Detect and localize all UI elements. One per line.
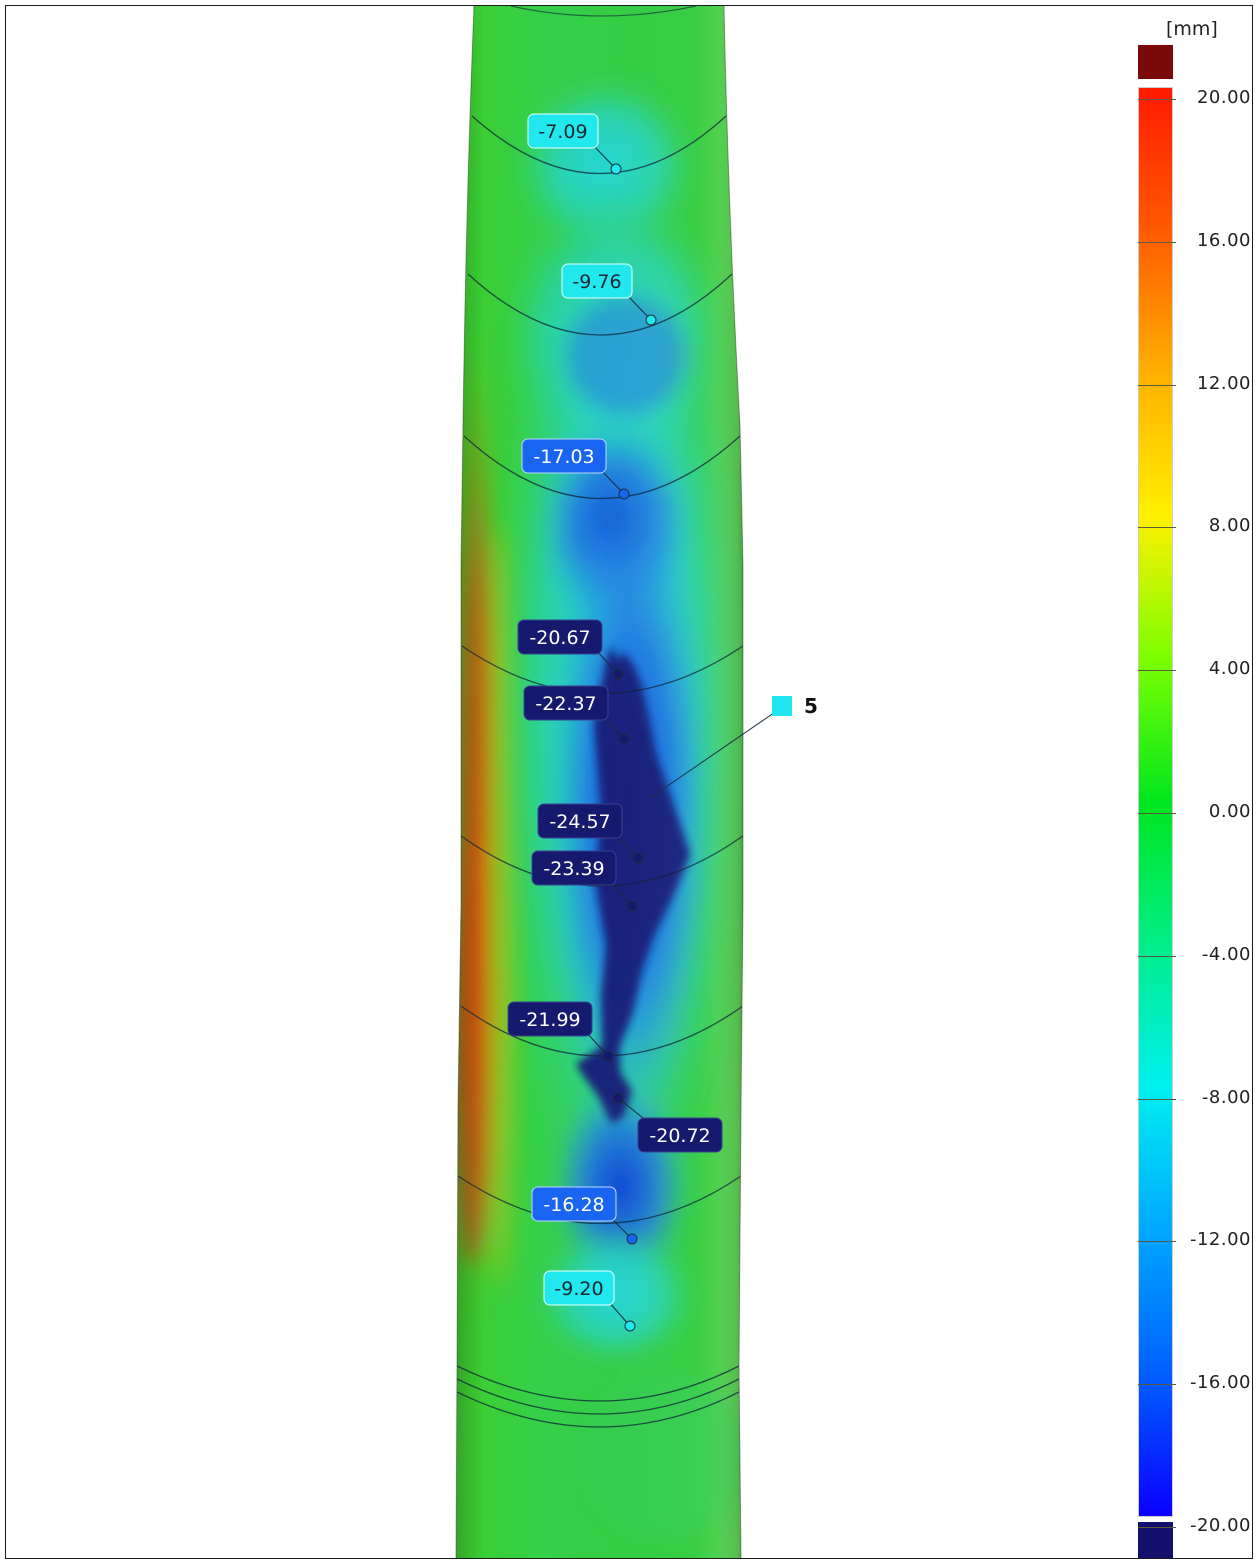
- legend-tick-mark: [1138, 241, 1176, 243]
- callout-box: [527, 113, 599, 149]
- measurement-point[interactable]: [624, 1320, 636, 1332]
- legend-tick-mark: [1138, 1241, 1176, 1243]
- measurement-callout[interactable]: -22.37: [523, 685, 630, 745]
- group-marker-swatch: [772, 696, 792, 716]
- legend-max-swatch: [1138, 45, 1173, 79]
- callout-value: -24.57: [549, 811, 610, 833]
- measurement-point[interactable]: [626, 1233, 638, 1245]
- callout-box: [531, 1186, 617, 1222]
- callout-leader: [607, 1300, 631, 1327]
- deviation-viewport[interactable]: -7.09 -9.76 -17.03 -20.67 -22.37 -24.57 -23.39…: [6, 6, 1253, 1559]
- legend-tick-label: 20.00: [1196, 87, 1251, 108]
- measurement-callout[interactable]: -23.39: [531, 850, 638, 912]
- callout-value: -9.20: [554, 1278, 603, 1300]
- callout-value: -22.37: [535, 693, 596, 715]
- legend-tick-label: 4.00: [1208, 658, 1251, 680]
- measurement-point[interactable]: [645, 314, 657, 326]
- measurement-callout[interactable]: -9.20: [543, 1270, 636, 1332]
- measurement-callout[interactable]: -16.28: [531, 1186, 638, 1245]
- measurement-point[interactable]: [612, 1092, 624, 1104]
- group-marker-label: 5: [804, 694, 818, 718]
- measurement-callout[interactable]: -24.57: [537, 803, 644, 864]
- legend-tick-mark: [1138, 955, 1176, 957]
- measurement-point[interactable]: [612, 668, 624, 680]
- callout-box: [537, 803, 623, 839]
- measurement-callout[interactable]: -9.76: [561, 263, 657, 326]
- callout-leader: [599, 468, 625, 495]
- callout-box: [637, 1117, 723, 1153]
- legend-gradient-bar: [1138, 87, 1173, 1517]
- legend-tick-label: 8.00: [1208, 515, 1251, 537]
- legend-tick-mark: [1138, 384, 1176, 386]
- legend-unit: [mm]: [1166, 18, 1218, 40]
- legend-tick-mark: [1138, 1384, 1176, 1386]
- measurement-callout[interactable]: -7.09: [527, 113, 622, 175]
- legend-tick-mark: [1138, 527, 1176, 529]
- measurement-point[interactable]: [626, 900, 638, 912]
- legend-tick-mark: [1138, 813, 1176, 814]
- legend-tick-label: 0.00: [1208, 801, 1251, 822]
- callout-value: -16.28: [543, 1194, 604, 1216]
- viewer-frame: -7.09 -9.76 -17.03 -20.67 -22.37 -24.57 -23.39…: [5, 5, 1253, 1559]
- callout-value: -20.72: [649, 1125, 710, 1147]
- legend-tick-label: 16.00: [1196, 229, 1251, 251]
- measurement-callout[interactable]: -20.67: [517, 619, 624, 680]
- measurement-callout[interactable]: -21.99: [507, 1001, 614, 1062]
- legend-tick-mark: [1138, 99, 1176, 100]
- tube-surface: [456, 6, 743, 1558]
- legend-tick-mark: [1138, 1098, 1176, 1100]
- legend-tick-label: -12.00: [1189, 1229, 1251, 1251]
- measurement-point[interactable]: [602, 1050, 614, 1062]
- measurement-point[interactable]: [632, 852, 644, 864]
- measurement-point[interactable]: [618, 488, 630, 500]
- callout-value: -17.03: [533, 446, 594, 468]
- legend-tick-label: -16.00: [1189, 1372, 1251, 1394]
- measurement-callout[interactable]: -20.72: [612, 1092, 723, 1153]
- legend-tick-label: -8.00: [1201, 1086, 1251, 1108]
- callout-value: -9.76: [572, 271, 621, 293]
- callout-box: [561, 263, 633, 299]
- callout-box: [507, 1001, 593, 1037]
- measurement-callouts: -7.09 -9.76 -17.03 -20.67 -22.37 -24.57 -23.39…: [507, 113, 723, 1332]
- callout-value: -23.39: [543, 858, 604, 880]
- measurement-point[interactable]: [618, 733, 630, 745]
- callout-box: [531, 850, 617, 886]
- group-marker[interactable]: 5: [649, 694, 818, 799]
- callout-leader: [609, 880, 633, 907]
- callout-leader: [625, 293, 652, 321]
- legend-min-swatch: [1138, 1522, 1173, 1558]
- color-scale-legend: [mm] 20.00 16.00 12.00 8.00 4.00 0.00 -4.00 -8.…: [1133, 6, 1252, 1558]
- callout-box: [521, 438, 607, 474]
- measurement-point[interactable]: [610, 163, 622, 175]
- legend-tick-mark: [1138, 1527, 1176, 1528]
- measurement-callout[interactable]: -17.03: [521, 438, 630, 500]
- callout-box: [523, 685, 609, 721]
- callout-value: -20.67: [529, 627, 590, 649]
- callout-value: -7.09: [538, 121, 587, 143]
- legend-tick-label: 12.00: [1196, 372, 1251, 394]
- callout-value: -21.99: [519, 1009, 580, 1031]
- legend-tick-label: -4.00: [1201, 943, 1251, 965]
- legend-tick-mark: [1138, 670, 1176, 672]
- callout-box: [543, 1270, 615, 1306]
- callout-box: [517, 619, 603, 655]
- legend-tick-label: -20.00: [1189, 1515, 1251, 1536]
- callout-leader: [591, 143, 617, 170]
